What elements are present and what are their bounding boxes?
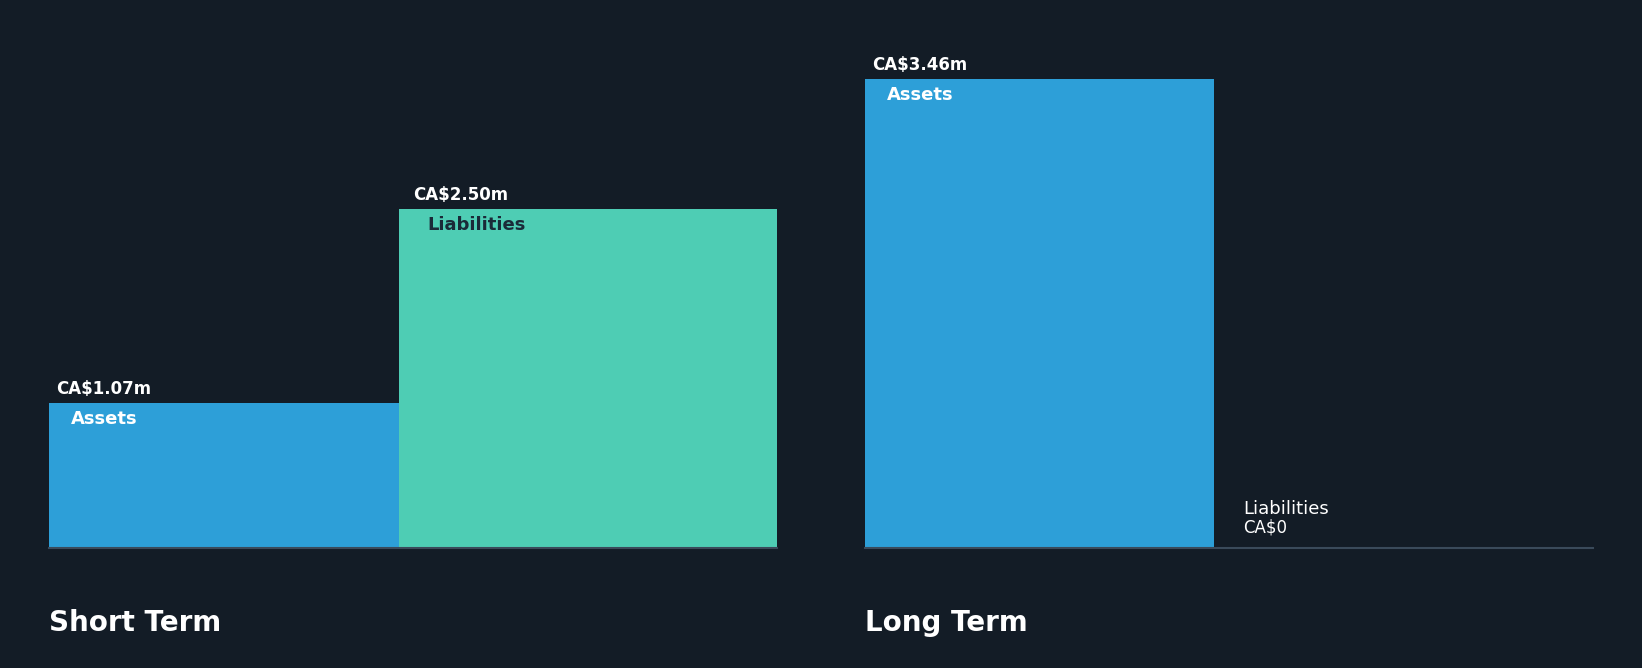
Text: Assets: Assets [887,86,952,104]
Text: Long Term: Long Term [865,609,1028,637]
Text: Short Term: Short Term [49,609,222,637]
Text: Liabilities: Liabilities [1243,500,1328,518]
Text: Assets: Assets [71,409,138,428]
Text: CA$0: CA$0 [1243,519,1287,537]
Text: CA$2.50m: CA$2.50m [414,186,509,204]
Text: CA$1.07m: CA$1.07m [56,379,151,397]
Bar [49,403,399,548]
Bar [399,209,777,548]
Text: CA$3.46m: CA$3.46m [872,56,967,74]
Text: Liabilities: Liabilities [429,216,525,234]
Bar [865,79,1213,548]
